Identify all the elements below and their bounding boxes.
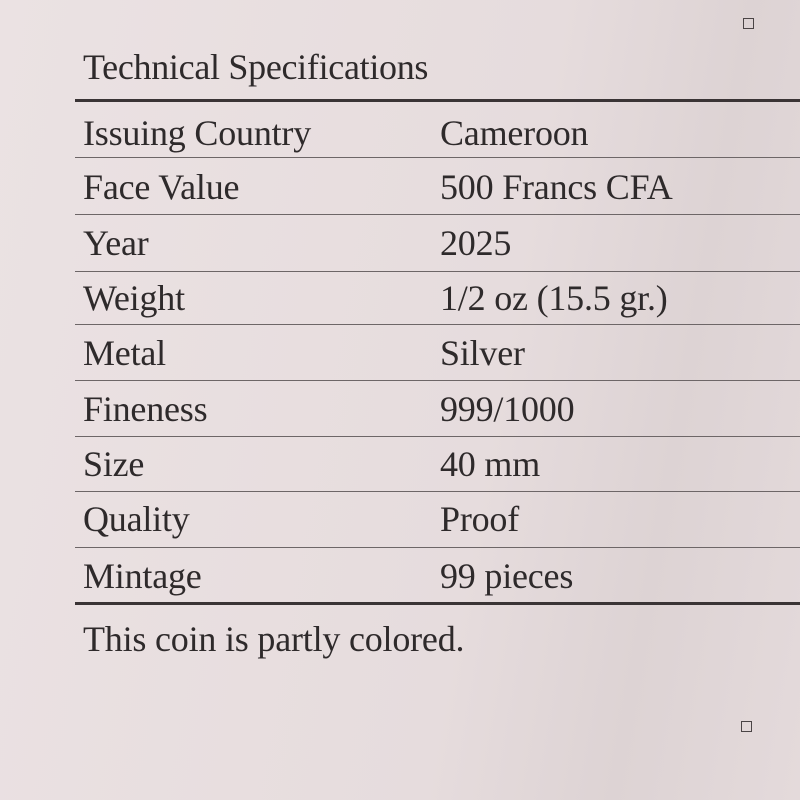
spec-label: Metal xyxy=(83,333,166,373)
table-row: Metal Silver xyxy=(0,332,800,388)
row-divider xyxy=(75,271,800,272)
header-divider xyxy=(75,99,800,102)
table-row: Weight 1/2 oz (15.5 gr.) xyxy=(0,277,800,333)
spec-label: Year xyxy=(83,223,149,263)
row-divider xyxy=(75,157,800,158)
row-divider xyxy=(75,380,800,381)
table-row: Face Value 500 Francs CFA xyxy=(0,166,800,222)
row-divider xyxy=(75,491,800,492)
spec-value: 999/1000 xyxy=(440,389,575,429)
spec-label: Size xyxy=(83,444,145,484)
spec-label: Weight xyxy=(83,278,185,318)
row-divider xyxy=(75,436,800,437)
table-row: Fineness 999/1000 xyxy=(0,388,800,444)
spec-value: Silver xyxy=(440,333,525,373)
spec-value: 1/2 oz (15.5 gr.) xyxy=(440,278,668,318)
table-row: Quality Proof xyxy=(0,498,800,554)
footer-divider xyxy=(75,602,800,605)
spec-value: 500 Francs CFA xyxy=(440,167,673,207)
spec-value: 40 mm xyxy=(440,444,541,484)
spec-value: Proof xyxy=(440,499,519,539)
spec-label: Issuing Country xyxy=(83,113,312,153)
spec-value: 99 pieces xyxy=(440,556,574,596)
spec-label: Face Value xyxy=(83,167,240,207)
spec-label: Quality xyxy=(83,499,190,539)
spec-label: Mintage xyxy=(83,556,202,596)
row-divider xyxy=(75,214,800,215)
page-title: Technical Specifications xyxy=(83,47,429,87)
spec-value: 2025 xyxy=(440,223,512,263)
square-mark-icon xyxy=(741,721,752,732)
table-row: Issuing Country Cameroon xyxy=(0,112,800,168)
square-mark-icon xyxy=(743,18,754,29)
table-row: Size 40 mm xyxy=(0,443,800,499)
spec-label: Fineness xyxy=(83,389,208,429)
row-divider xyxy=(75,547,800,548)
table-row: Mintage 99 pieces xyxy=(0,555,800,611)
spec-value: Cameroon xyxy=(440,113,589,153)
row-divider xyxy=(75,324,800,325)
table-row: Year 2025 xyxy=(0,222,800,278)
footnote: This coin is partly colored. xyxy=(83,619,465,659)
